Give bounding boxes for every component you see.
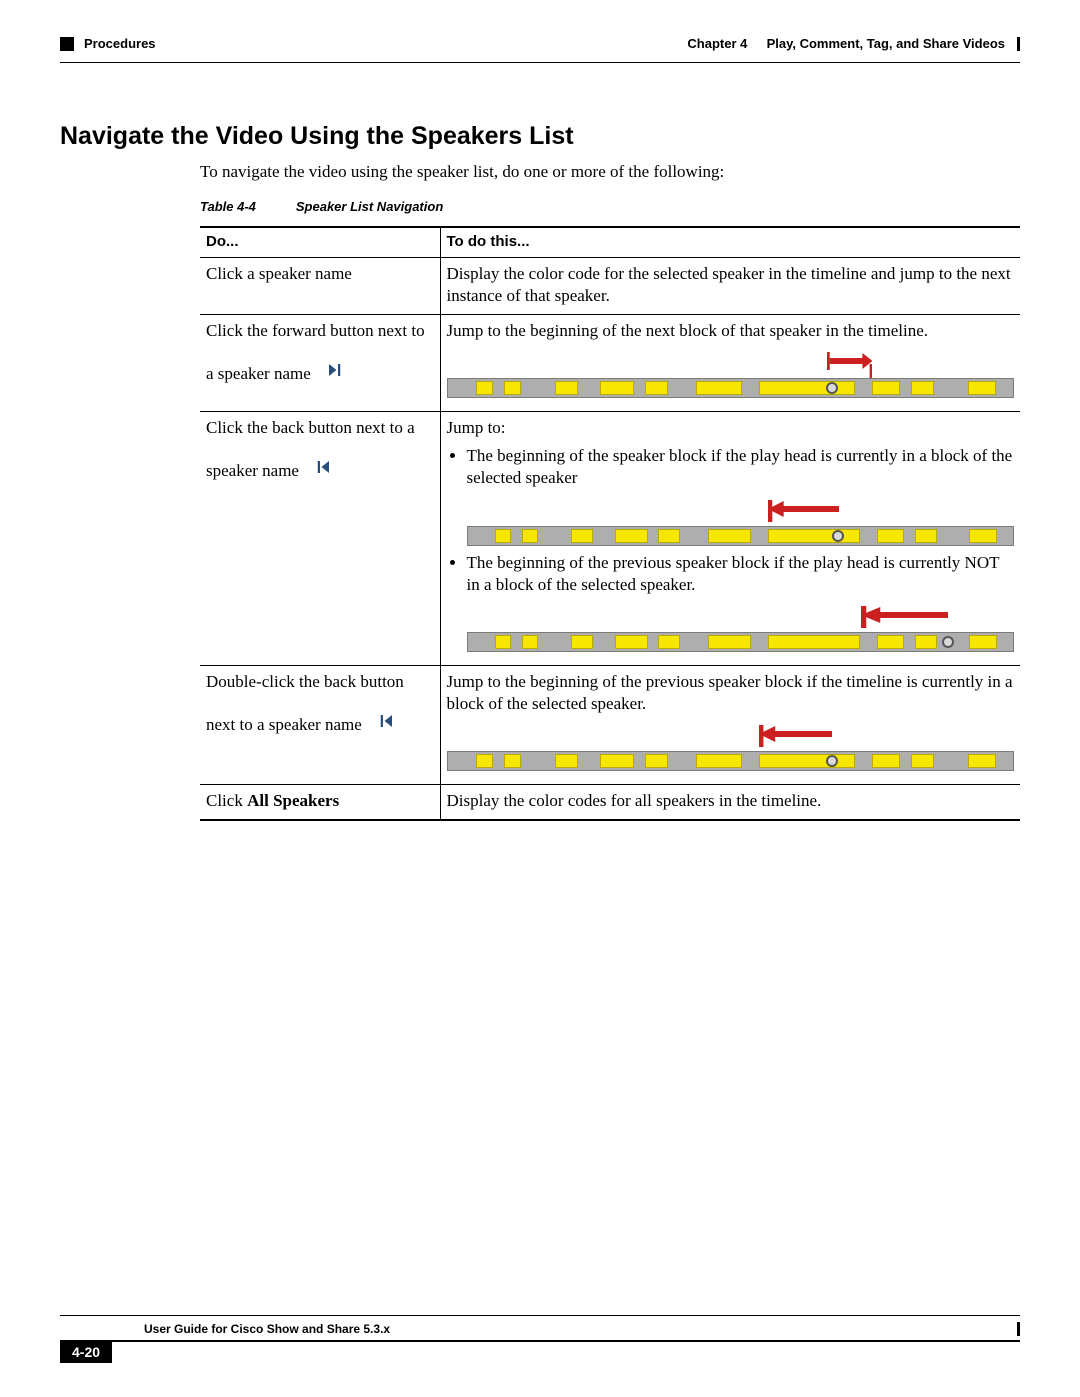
bullet-text: The beginning of the previous speaker bl… xyxy=(467,553,1000,594)
timeline-segment xyxy=(555,754,578,768)
timeline-segment xyxy=(571,635,593,649)
timeline-segment xyxy=(504,754,521,768)
table-row: Click the back button next to a speaker … xyxy=(200,412,1020,665)
timeline-segment xyxy=(600,754,634,768)
cell-to-text: Jump to the beginning of the next block … xyxy=(447,321,929,340)
th-to: To do this... xyxy=(440,227,1020,258)
timeline-segment xyxy=(969,635,996,649)
header-rule xyxy=(60,62,1020,63)
speaker-list-table: Do... To do this... Click a speaker name… xyxy=(200,226,1020,821)
timeline-segment xyxy=(759,754,855,768)
bullet-text: The beginning of the speaker block if th… xyxy=(467,446,1013,487)
chapter-title: Play, Comment, Tag, and Share Videos xyxy=(767,36,1005,51)
cell-do: Click the back button next to a speaker … xyxy=(200,412,440,665)
timeline-segment xyxy=(555,381,578,395)
table-row: Double-click the back button next to a s… xyxy=(200,665,1020,784)
cell-to: Display the color codes for all speakers… xyxy=(440,784,1020,820)
timeline-segment xyxy=(476,754,493,768)
playhead-icon xyxy=(941,630,955,654)
timeline-segment xyxy=(968,381,996,395)
cell-to: Display the color code for the selected … xyxy=(440,258,1020,315)
timeline-segment xyxy=(495,529,511,543)
timeline-segment xyxy=(658,635,680,649)
timeline-segment xyxy=(915,529,937,543)
footer-guide-title: User Guide for Cisco Show and Share 5.3.… xyxy=(144,1322,390,1336)
timeline-segment xyxy=(476,381,493,395)
arrow-icon xyxy=(861,602,949,636)
forward-icon xyxy=(321,356,349,384)
page-footer: User Guide for Cisco Show and Share 5.3.… xyxy=(60,1315,1020,1363)
timeline-segment xyxy=(708,529,752,543)
timeline-segment xyxy=(708,635,752,649)
timeline-figure xyxy=(467,608,1015,652)
timeline-segment xyxy=(872,381,900,395)
chapter-label: Chapter 4 xyxy=(687,36,747,51)
playhead-icon xyxy=(831,524,845,548)
header-marker xyxy=(60,37,74,51)
table-caption: Table 4-4 Speaker List Navigation xyxy=(200,199,443,214)
table-row: Click All Speakers Display the color cod… xyxy=(200,784,1020,820)
table-row: Click the forward button next to a speak… xyxy=(200,315,1020,412)
intro-text: To navigate the video using the speaker … xyxy=(200,162,1020,182)
table-row: Click a speaker name Display the color c… xyxy=(200,258,1020,315)
back-icon xyxy=(309,453,337,481)
header-end-bar xyxy=(1017,37,1020,51)
cell-to: Jump to the beginning of the previous sp… xyxy=(440,665,1020,784)
table-header-row: Do... To do this... xyxy=(200,227,1020,258)
timeline-segment xyxy=(504,381,521,395)
cell-do: Click All Speakers xyxy=(200,784,440,820)
cell-to-text: Jump to the beginning of the previous sp… xyxy=(447,672,1013,713)
timeline-segment xyxy=(768,635,861,649)
timeline-segment xyxy=(571,529,593,543)
timeline-segment xyxy=(759,381,855,395)
timeline-segment xyxy=(911,381,934,395)
bullet-item: The beginning of the previous speaker bl… xyxy=(467,552,1015,652)
playhead-icon xyxy=(825,749,839,773)
arrow-icon xyxy=(759,721,833,755)
table-caption-number: Table 4-4 xyxy=(200,199,256,214)
timeline-segment xyxy=(696,381,741,395)
breadcrumb: Procedures xyxy=(84,36,156,51)
cell-to: Jump to the beginning of the next block … xyxy=(440,315,1020,412)
page-number: 4-20 xyxy=(60,1341,112,1363)
timeline-segment xyxy=(522,635,538,649)
bullet-item: The beginning of the speaker block if th… xyxy=(467,445,1015,545)
timeline-segment xyxy=(615,529,648,543)
timeline-figure xyxy=(447,354,1015,398)
timeline-segment xyxy=(522,529,538,543)
timeline-segment xyxy=(645,381,668,395)
timeline-segment xyxy=(658,529,680,543)
timeline-figure xyxy=(467,502,1015,546)
cell-do-pre: Click xyxy=(206,791,247,810)
table-caption-title: Speaker List Navigation xyxy=(296,199,443,214)
th-do: Do... xyxy=(200,227,440,258)
timeline-segment xyxy=(495,635,511,649)
timeline-segment xyxy=(600,381,634,395)
back-icon xyxy=(372,707,400,735)
timeline-segment xyxy=(872,754,900,768)
section-title: Navigate the Video Using the Speakers Li… xyxy=(60,122,574,151)
timeline-figure xyxy=(447,727,1015,771)
timeline-segment xyxy=(615,635,648,649)
cell-do-bold: All Speakers xyxy=(247,791,339,810)
playhead-icon xyxy=(825,376,839,400)
cell-to: Jump to: The beginning of the speaker bl… xyxy=(440,412,1020,665)
cell-do: Double-click the back button next to a s… xyxy=(200,665,440,784)
timeline-segment xyxy=(877,529,904,543)
cell-do-text: Click the forward button next to a speak… xyxy=(206,321,425,383)
cell-to-lead: Jump to: xyxy=(447,418,506,437)
cell-do: Click the forward button next to a speak… xyxy=(200,315,440,412)
cell-do: Click a speaker name xyxy=(200,258,440,315)
timeline-segment xyxy=(696,754,741,768)
timeline-segment xyxy=(768,529,861,543)
footer-end-bar xyxy=(1017,1322,1020,1336)
arrow-icon xyxy=(768,496,839,530)
timeline-segment xyxy=(911,754,934,768)
timeline-segment xyxy=(968,754,996,768)
timeline-segment xyxy=(877,635,904,649)
timeline-segment xyxy=(969,529,996,543)
timeline-segment xyxy=(645,754,668,768)
timeline-segment xyxy=(915,635,937,649)
